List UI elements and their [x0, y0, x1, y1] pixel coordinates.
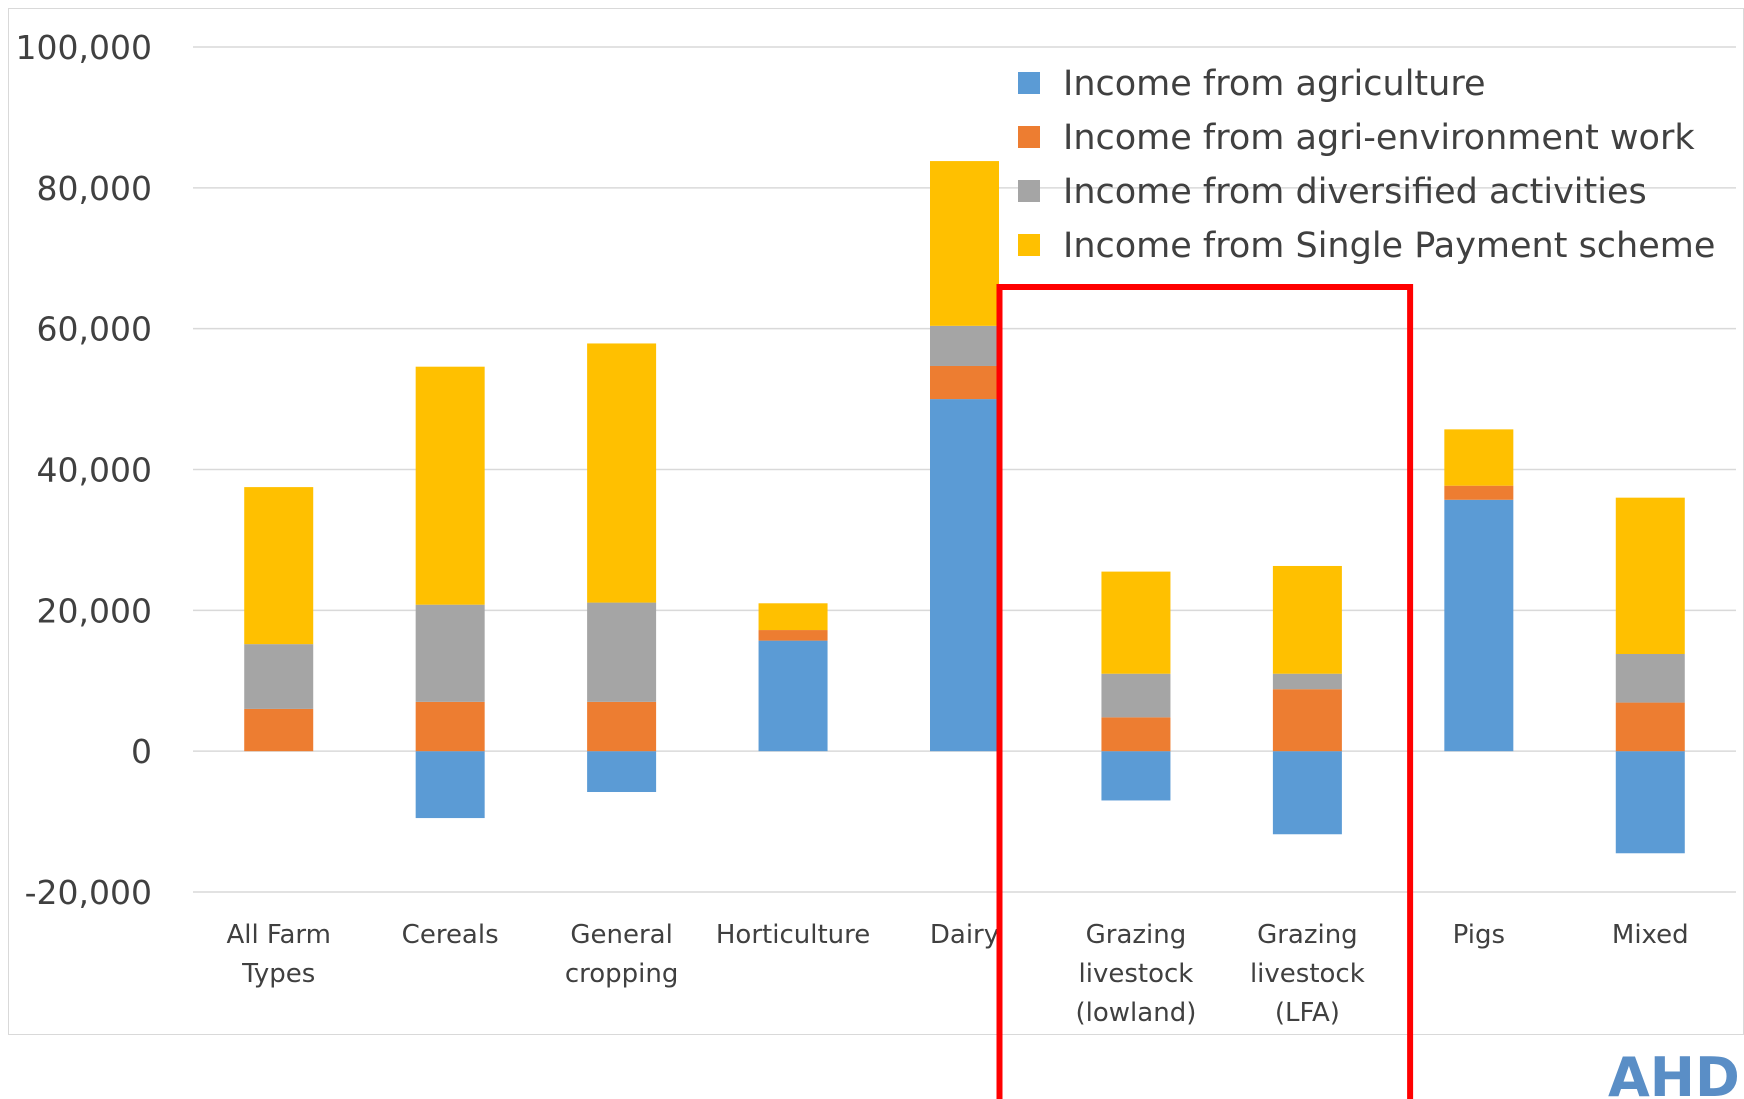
category-label: General	[570, 920, 672, 950]
bar-segment	[1272, 751, 1342, 835]
x-axis-categories: All Farm Types Cereals General cropping Horti…	[226, 920, 1688, 1028]
bar-segment	[758, 630, 828, 641]
bar-segment	[587, 751, 657, 793]
highlight-box	[996, 284, 1414, 1099]
bar-segment	[1615, 497, 1685, 654]
category-label: Dairy	[930, 920, 999, 950]
bar-segment	[1615, 702, 1685, 752]
bar-segment	[930, 161, 999, 326]
bars	[244, 161, 1685, 854]
bar-segment	[1101, 751, 1171, 801]
legend-swatch	[1018, 234, 1040, 256]
bar-segment	[758, 603, 828, 631]
y-tick-label: 60,000	[37, 310, 152, 349]
category-label: Mixed	[1612, 920, 1689, 950]
bar-segment	[244, 644, 314, 709]
category-label: (lowland)	[1076, 998, 1197, 1028]
y-tick-label: 0	[131, 732, 152, 771]
bar-segment	[1615, 751, 1685, 854]
category-label: All Farm	[226, 920, 331, 950]
category-label: Types	[241, 959, 315, 989]
bar-segment	[244, 708, 314, 752]
y-tick-label: 20,000	[37, 591, 152, 630]
ahdb-logo: AHDB	[1608, 1046, 1744, 1099]
bar-segment	[1272, 689, 1342, 752]
legend-entry: Income from agriculture	[1063, 64, 1485, 104]
bar-segment	[587, 343, 657, 603]
category-label: Grazing	[1086, 920, 1187, 950]
bar-segment	[415, 751, 485, 819]
category-label: livestock	[1250, 959, 1365, 989]
legend-swatch	[1018, 126, 1040, 148]
legend: Income from agriculture Income from agri-…	[1018, 64, 1715, 266]
category-label: Horticulture	[716, 920, 870, 950]
category-label: (LFA)	[1275, 998, 1340, 1028]
y-tick-label: -20,000	[25, 873, 152, 912]
bar-segment	[415, 604, 485, 702]
y-tick-label: 80,000	[37, 169, 152, 208]
bar-segment	[1272, 565, 1342, 674]
legend-entry: Income from agri-environment work	[1063, 118, 1695, 158]
legend-swatch	[1018, 72, 1040, 94]
bar-segment	[758, 640, 828, 752]
category-label: Cereals	[402, 920, 499, 950]
bar-segment	[930, 365, 999, 400]
bar-segment	[1272, 673, 1342, 690]
legend-entry: Income from diversified activities	[1063, 172, 1647, 212]
red-highlight-box	[996, 284, 1414, 1099]
bar-segment	[587, 602, 657, 702]
category-label: Pigs	[1453, 920, 1505, 950]
bar-segment	[415, 701, 485, 752]
y-tick-label: 40,000	[37, 451, 152, 490]
bar-segment	[930, 325, 999, 366]
y-tick-label: 100,000	[16, 28, 152, 67]
bar-segment	[1444, 485, 1514, 500]
ahdb-logo-text: AHDB	[1608, 1046, 1744, 1099]
bar-segment	[1444, 499, 1514, 752]
bar-segment	[930, 399, 999, 752]
bar-segment	[1615, 653, 1685, 703]
category-label: cropping	[565, 959, 679, 989]
bar-segment	[415, 366, 485, 605]
legend-entry: Income from Single Payment scheme	[1063, 226, 1715, 266]
bar-segment	[1444, 429, 1514, 486]
bar-segment	[244, 487, 314, 645]
y-axis-ticks: -20,000 0 20,000 40,000 60,000 80,000 100,000	[16, 28, 152, 912]
legend-swatch	[1018, 180, 1040, 202]
category-label: Grazing	[1257, 920, 1358, 950]
bar-segment	[1101, 571, 1171, 674]
bar-segment	[1101, 717, 1171, 752]
bar-segment	[1101, 673, 1171, 718]
category-label: livestock	[1079, 959, 1194, 989]
bar-segment	[587, 701, 657, 752]
